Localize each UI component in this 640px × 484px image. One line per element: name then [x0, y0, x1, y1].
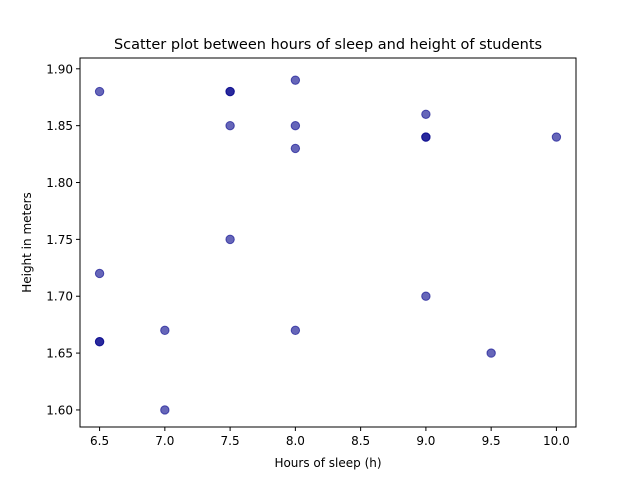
scatter-point [225, 234, 235, 245]
scatter-point [486, 348, 496, 358]
x-tick-label: 10.0 [543, 434, 570, 448]
x-tick-label: 6.5 [90, 434, 109, 448]
y-tick-label: 1.80 [46, 176, 73, 190]
scatter-point [290, 143, 301, 154]
x-tick-label: 9.5 [482, 434, 501, 448]
x-tick-label: 9.0 [416, 434, 435, 448]
y-axis-ticks: 1.60 1.65 1.70 1.75 1.80 1.85 1.90 [46, 62, 80, 417]
scatter-point [225, 120, 235, 131]
y-tick-label: 1.70 [46, 290, 73, 304]
scatter-point [290, 120, 301, 131]
scatter-point [290, 75, 301, 85]
data-points [94, 75, 562, 415]
y-tick-label: 1.90 [46, 62, 73, 76]
scatter-point [94, 86, 105, 97]
scatter-point [421, 291, 431, 301]
scatter-point [421, 109, 431, 119]
y-tick-label: 1.85 [46, 119, 73, 133]
chart-title: Scatter plot between hours of sleep and … [114, 37, 542, 53]
x-tick-label: 7.0 [155, 434, 174, 448]
scatter-point [290, 325, 301, 336]
x-tick-label: 7.5 [221, 434, 240, 448]
y-tick-label: 1.75 [46, 233, 73, 247]
plot-area-frame [79, 57, 577, 428]
scatter-point [94, 337, 105, 347]
x-axis-ticks: 6.5 7.0 7.5 8.0 8.5 9.0 9.5 10.0 [90, 427, 570, 448]
scatter-point [421, 132, 431, 142]
x-tick-label: 8.0 [286, 434, 305, 448]
x-axis-label: Hours of sleep (h) [274, 456, 381, 470]
scatter-point [225, 86, 235, 97]
scatter-point [551, 132, 562, 142]
x-tick-label: 8.5 [351, 434, 370, 448]
y-axis-label: Height in meters [20, 192, 34, 293]
scatter-point [160, 405, 170, 415]
scatter-point [160, 325, 170, 336]
y-tick-label: 1.60 [46, 403, 73, 417]
y-tick-label: 1.65 [46, 347, 73, 361]
scatter-point [94, 268, 105, 279]
